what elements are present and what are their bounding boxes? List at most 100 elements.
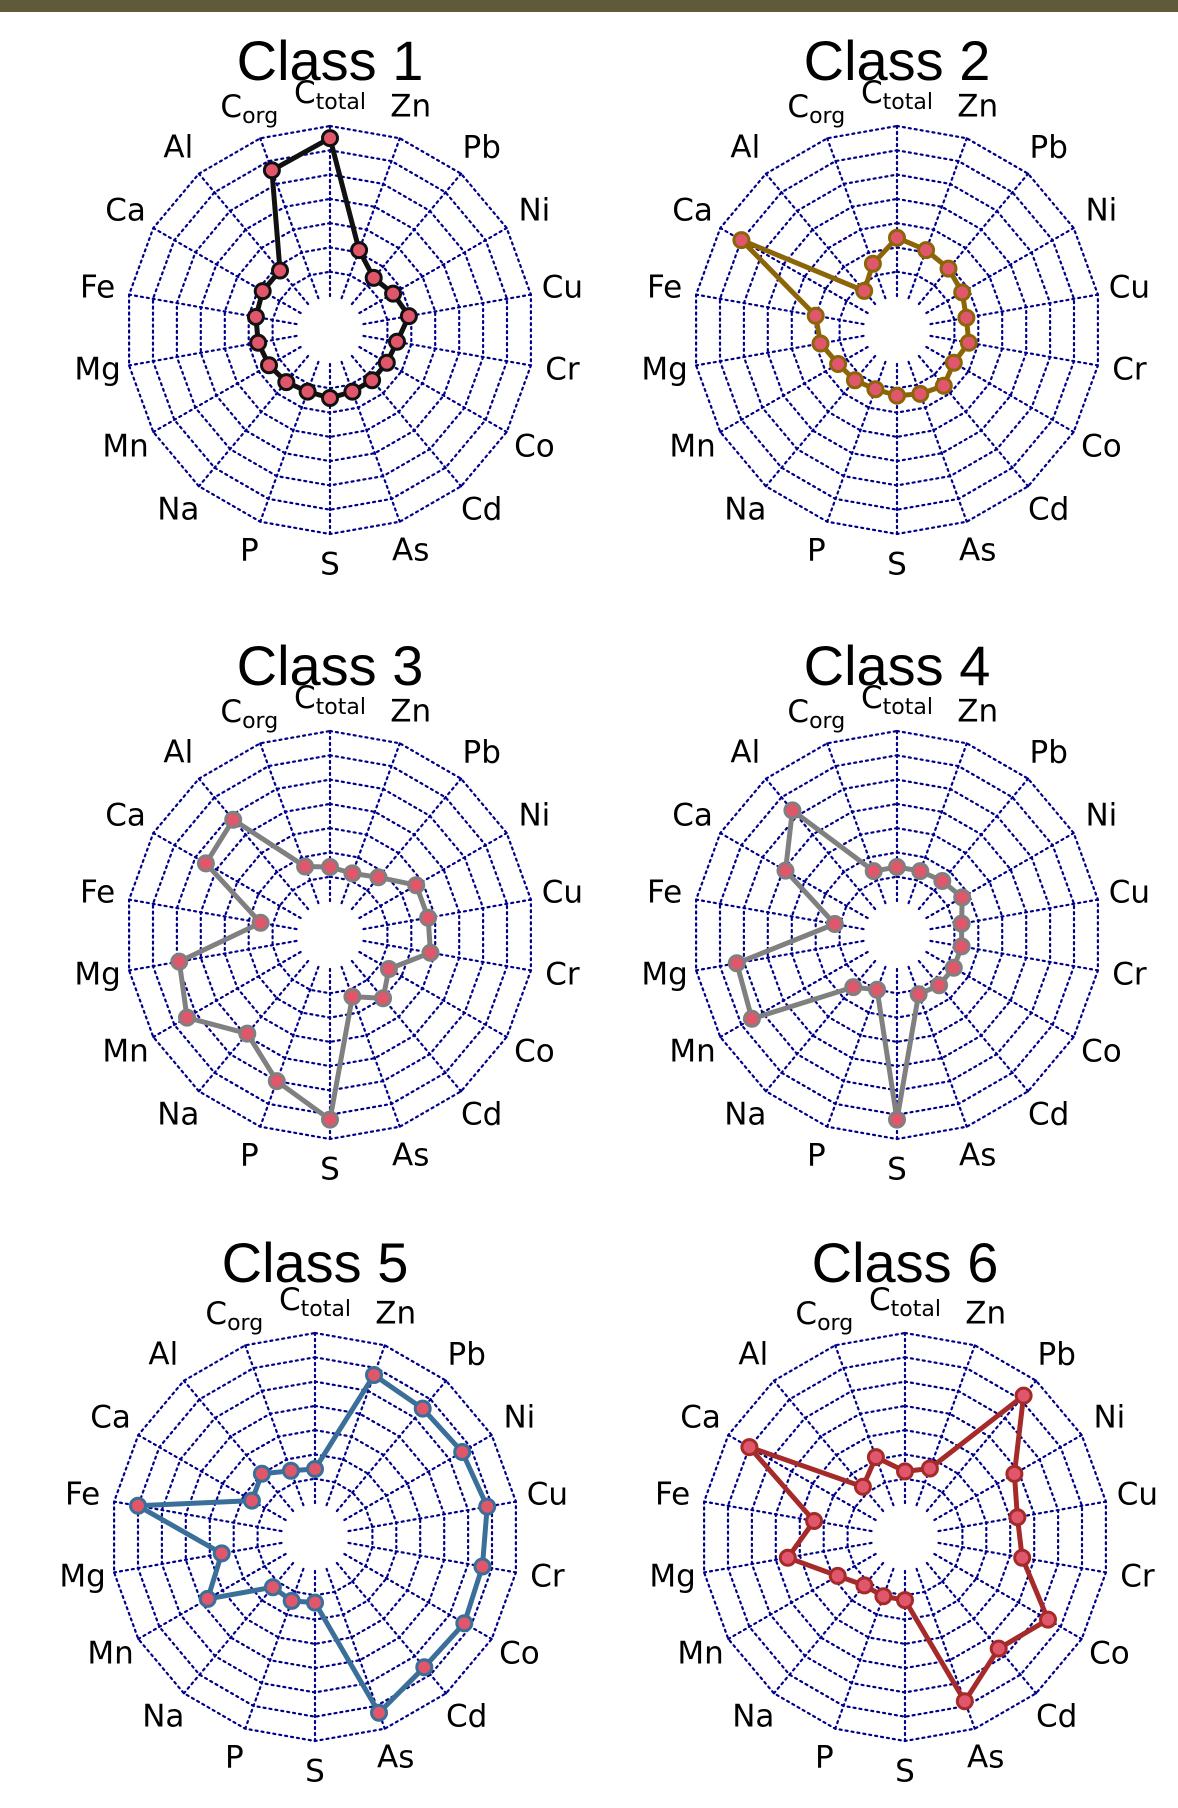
data-point-ni (1005, 1464, 1024, 1483)
axis-label: Zn (957, 694, 998, 730)
grid-spoke (340, 742, 401, 905)
grid-spoke (925, 345, 1075, 434)
axis-label: Zn (390, 694, 431, 730)
data-point-ctotal (888, 228, 906, 247)
axis-label: Na (732, 1698, 774, 1734)
grid-spoke (907, 360, 968, 523)
axis-label: Ni (1093, 1400, 1125, 1436)
axis-label: Mg (641, 352, 687, 388)
grid-spoke (925, 1561, 1038, 1695)
axis-label: P (807, 532, 826, 568)
grid-spoke (112, 1541, 283, 1574)
chart-title: Class 3 (237, 634, 424, 697)
axis-label: Mg (59, 1559, 105, 1595)
grid-spoke (834, 1567, 895, 1730)
axis-label: Pb (463, 735, 501, 771)
grid-spoke (152, 950, 302, 1039)
grid-spoke (929, 898, 1100, 931)
axis-label: Cr (545, 352, 580, 388)
grid-spoke (340, 965, 401, 1128)
data-point-mn (742, 1009, 761, 1028)
axis-label: Al (163, 735, 193, 771)
axis-label: Cr (530, 1559, 565, 1595)
grid-spoke (826, 360, 887, 523)
data-point-as (343, 987, 362, 1006)
grid-spoke (259, 360, 320, 523)
axis-label: S (887, 547, 907, 583)
data-point-al (224, 810, 243, 829)
data-point-as (343, 382, 362, 401)
data-point-na (855, 1576, 874, 1595)
grid-spoke (929, 293, 1100, 326)
data-point-ca (732, 231, 751, 250)
data-point-al (853, 1477, 872, 1496)
data-point-cu (957, 308, 976, 327)
data-point-mn (198, 1589, 217, 1608)
data-point-mn (829, 355, 848, 373)
grid-spoke (917, 354, 1030, 488)
grid-spoke (182, 1561, 295, 1695)
grid-spoke (826, 742, 887, 905)
chart-title: Class 5 (222, 1231, 409, 1294)
grid-spoke (917, 959, 1030, 1093)
data-point-mn (828, 1566, 847, 1585)
data-point-al (271, 261, 289, 280)
axis-label: As (967, 1739, 1004, 1775)
data-point-co (377, 353, 396, 372)
axis-label: Na (157, 491, 199, 527)
axis-label: Cu (1117, 1477, 1158, 1513)
grid-spoke (719, 950, 869, 1039)
axis-label: Corg (220, 89, 278, 130)
data-point-fe (251, 913, 270, 932)
grid-spoke (772, 1561, 885, 1695)
axis-label: S (887, 1152, 907, 1188)
axis-label: Mn (102, 1034, 148, 1070)
grid-spoke (128, 939, 298, 972)
axis-label: Pb (1030, 130, 1068, 166)
data-point-ca (242, 1491, 261, 1510)
axis-label: Cu (1109, 270, 1150, 306)
axis-label: Cu (542, 270, 583, 306)
axis-label: As (392, 1137, 429, 1173)
axis-label: Al (730, 735, 760, 771)
grid-spoke (137, 1433, 287, 1522)
axis-label: Mg (74, 957, 120, 993)
data-point-cr (473, 1557, 492, 1576)
axis-label: As (377, 1739, 414, 1775)
data-point-cr (959, 333, 978, 352)
grid-spoke (340, 137, 401, 300)
grid-spoke (719, 345, 869, 434)
axis-label: Ca (90, 1400, 131, 1436)
data-point-cu (399, 307, 418, 326)
data-point-zn (917, 241, 936, 260)
axis-label: Cd (1028, 491, 1069, 527)
data-point-ni (453, 1443, 472, 1461)
data-point-zn (365, 1366, 383, 1384)
data-point-cd (363, 371, 382, 390)
grid-spoke (347, 1500, 518, 1533)
axis-label: Zn (965, 1296, 1006, 1332)
axis-label: Ni (518, 193, 550, 229)
axis-label: Ca (680, 1400, 721, 1436)
chart-title: Class 2 (804, 29, 991, 92)
data-point-zn (920, 1459, 939, 1478)
axis-label: Al (730, 130, 760, 166)
grid-spoke (925, 831, 1075, 920)
grid-spoke (347, 1541, 518, 1574)
axis-label: P (240, 532, 259, 568)
data-point-pb (369, 868, 388, 887)
grid-spoke (335, 1379, 448, 1513)
axis-label: Cr (1112, 957, 1147, 993)
grid-spoke (727, 1433, 877, 1522)
data-point-corg (866, 1448, 885, 1467)
grid-spoke (325, 1344, 386, 1507)
data-point-al (252, 1464, 271, 1483)
data-point-as (370, 1703, 388, 1722)
grid-spoke (197, 777, 310, 911)
axis-label: Fe (80, 270, 115, 306)
data-point-al (855, 281, 874, 300)
